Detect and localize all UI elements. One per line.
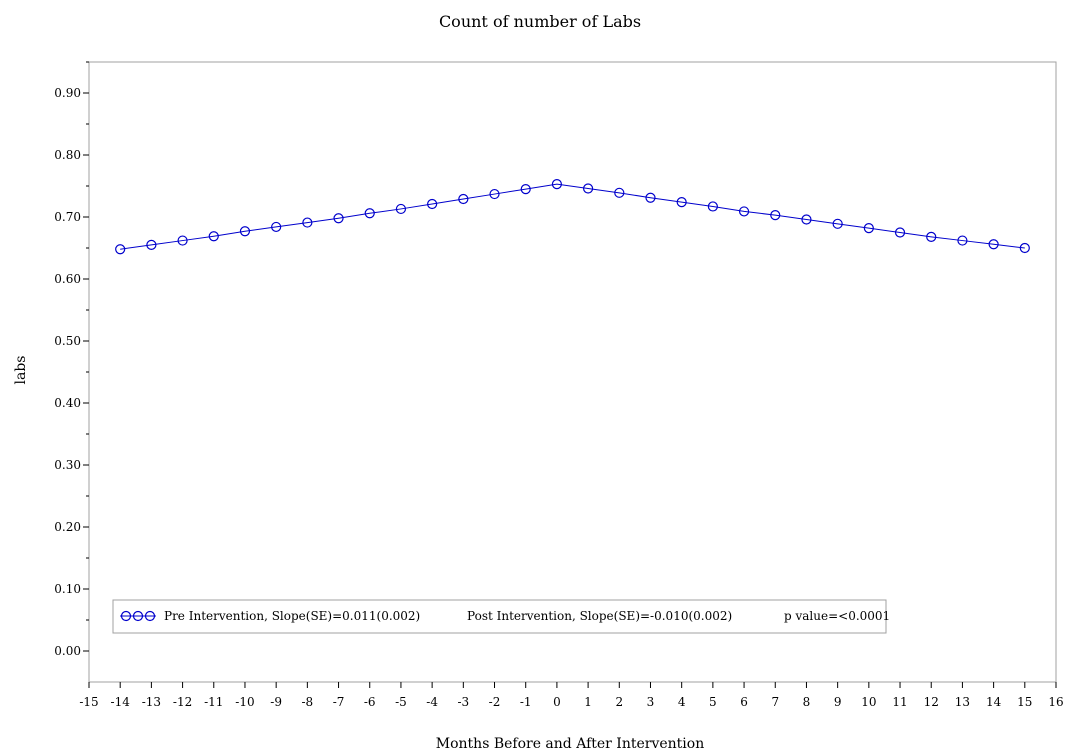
x-tick-label: -8	[302, 695, 314, 709]
data-point	[770, 210, 781, 221]
data-point	[458, 193, 469, 205]
x-tick-label: 4	[678, 695, 686, 709]
data-point	[801, 214, 812, 225]
x-tick-label: 5	[709, 695, 717, 709]
data-point	[239, 226, 251, 237]
x-tick-label: 3	[647, 695, 655, 709]
x-tick-label: -7	[333, 695, 345, 709]
data-point	[551, 179, 563, 190]
series-labs	[115, 179, 1030, 255]
x-tick-label: 15	[1017, 695, 1032, 709]
legend-pre-label: Pre Intervention, Slope(SE)=0.011(0.002)	[164, 609, 420, 623]
legend-p-value: p value=<0.0001	[784, 609, 890, 623]
data-point	[364, 208, 375, 219]
legend-marker	[144, 610, 156, 622]
data-point	[208, 231, 219, 242]
data-point	[957, 235, 968, 246]
y-tick-label: 0.90	[54, 86, 81, 100]
x-tick-label: 12	[924, 695, 939, 709]
y-tick-label: 0.00	[54, 644, 81, 658]
x-tick-label: -13	[142, 695, 161, 709]
data-point	[738, 206, 750, 217]
data-point	[489, 188, 500, 200]
data-point	[520, 184, 531, 195]
y-tick-label: 0.80	[54, 148, 81, 162]
data-point	[1019, 242, 1030, 254]
x-tick-label: 2	[615, 695, 623, 709]
y-axis-title: labs	[13, 356, 29, 385]
data-point	[177, 235, 188, 246]
y-tick-label: 0.40	[54, 396, 81, 410]
data-point	[614, 187, 625, 198]
y-tick-label: 0.20	[54, 520, 81, 534]
data-point	[271, 221, 282, 233]
x-tick-label: 8	[803, 695, 811, 709]
x-tick-label: 6	[740, 695, 748, 709]
data-point	[146, 239, 157, 250]
x-tick-label: -10	[235, 695, 254, 709]
x-tick-label: -12	[173, 695, 192, 709]
data-point	[582, 183, 594, 194]
x-axis: -15 -14 -13 -12 -11 -10 -9 -8 -7 -6 -5 -4 -3 -2 -1 0 1 2 3…	[79, 682, 1064, 709]
data-point	[832, 218, 843, 229]
x-tick-label: 13	[955, 695, 970, 709]
data-point	[988, 239, 999, 250]
data-point	[894, 227, 906, 238]
data-point	[645, 192, 656, 203]
y-tick-label: 0.60	[54, 272, 81, 286]
x-tick-label: -2	[489, 695, 501, 709]
x-tick-label: 11	[892, 695, 907, 709]
x-tick-label: -6	[364, 695, 376, 709]
data-point	[333, 213, 344, 224]
x-tick-label: 7	[771, 695, 779, 709]
x-tick-label: -11	[204, 695, 223, 709]
x-tick-label: -4	[426, 695, 438, 709]
x-tick-label: 9	[834, 695, 842, 709]
legend-marker	[120, 610, 132, 622]
y-tick-label: 0.70	[54, 210, 81, 224]
y-tick-label: 0.50	[54, 334, 81, 348]
x-tick-label: 14	[986, 695, 1002, 709]
x-tick-label: 16	[1048, 695, 1063, 709]
data-point	[926, 231, 937, 242]
data-point	[863, 223, 874, 234]
data-point	[395, 203, 407, 215]
y-tick-label: 0.30	[54, 458, 81, 472]
plot-frame	[88, 61, 1057, 683]
x-tick-label: -14	[111, 695, 131, 709]
data-point	[707, 201, 718, 212]
chart-title: Count of number of Labs	[439, 12, 641, 31]
x-tick-label: -15	[79, 695, 98, 709]
x-tick-label: -5	[395, 695, 407, 709]
series-line	[120, 183, 1025, 250]
x-tick-label: -3	[457, 695, 469, 709]
x-tick-label: 10	[861, 695, 876, 709]
data-point	[115, 244, 126, 255]
x-tick-label: 0	[553, 695, 561, 709]
legend-post-label: Post Intervention, Slope(SE)=-0.010(0.00…	[467, 609, 732, 623]
x-tick-label: 1	[584, 695, 592, 709]
legend-box	[112, 599, 887, 634]
legend: Pre Intervention, Slope(SE)=0.011(0.002)…	[112, 599, 890, 634]
data-point	[676, 197, 687, 208]
y-tick-label: 0.10	[54, 582, 81, 596]
legend-marker	[132, 610, 144, 622]
x-tick-label: -9	[270, 695, 282, 709]
x-axis-title: Months Before and After Intervention	[436, 736, 704, 752]
data-point	[302, 217, 313, 228]
data-point	[427, 198, 438, 210]
y-axis: 0.00 0.10 0.20 0.30 0.40 0.50 0.60 0.70 0.80 0.90	[54, 61, 89, 658]
x-tick-label: -1	[520, 695, 532, 709]
